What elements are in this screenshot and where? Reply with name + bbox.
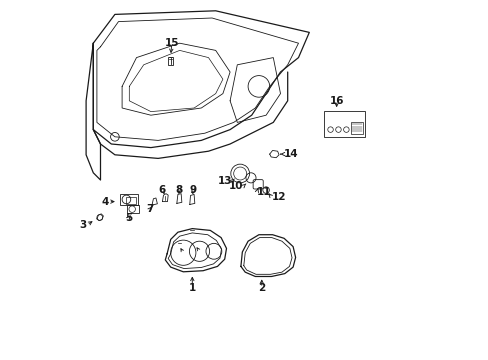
Bar bbox=[127, 205, 139, 213]
Text: 5: 5 bbox=[125, 213, 132, 223]
Bar bbox=[168, 57, 173, 65]
Bar bbox=[350, 122, 362, 134]
Text: 2: 2 bbox=[258, 283, 265, 293]
Text: 11: 11 bbox=[257, 186, 271, 197]
Text: 10: 10 bbox=[229, 181, 244, 191]
Text: 13: 13 bbox=[217, 176, 232, 186]
Text: 1: 1 bbox=[188, 283, 196, 293]
Text: 3: 3 bbox=[80, 220, 87, 230]
Text: 7: 7 bbox=[146, 204, 154, 214]
Text: 16: 16 bbox=[329, 96, 343, 106]
Bar bbox=[120, 194, 137, 205]
Text: 14: 14 bbox=[283, 149, 297, 159]
Text: 9: 9 bbox=[189, 185, 197, 195]
Text: 12: 12 bbox=[271, 192, 286, 202]
Bar bbox=[323, 111, 365, 137]
Bar bbox=[125, 197, 136, 204]
Text: 6: 6 bbox=[159, 185, 166, 195]
Text: 4: 4 bbox=[101, 197, 108, 207]
Text: 15: 15 bbox=[164, 38, 179, 48]
Text: 8: 8 bbox=[175, 185, 182, 195]
